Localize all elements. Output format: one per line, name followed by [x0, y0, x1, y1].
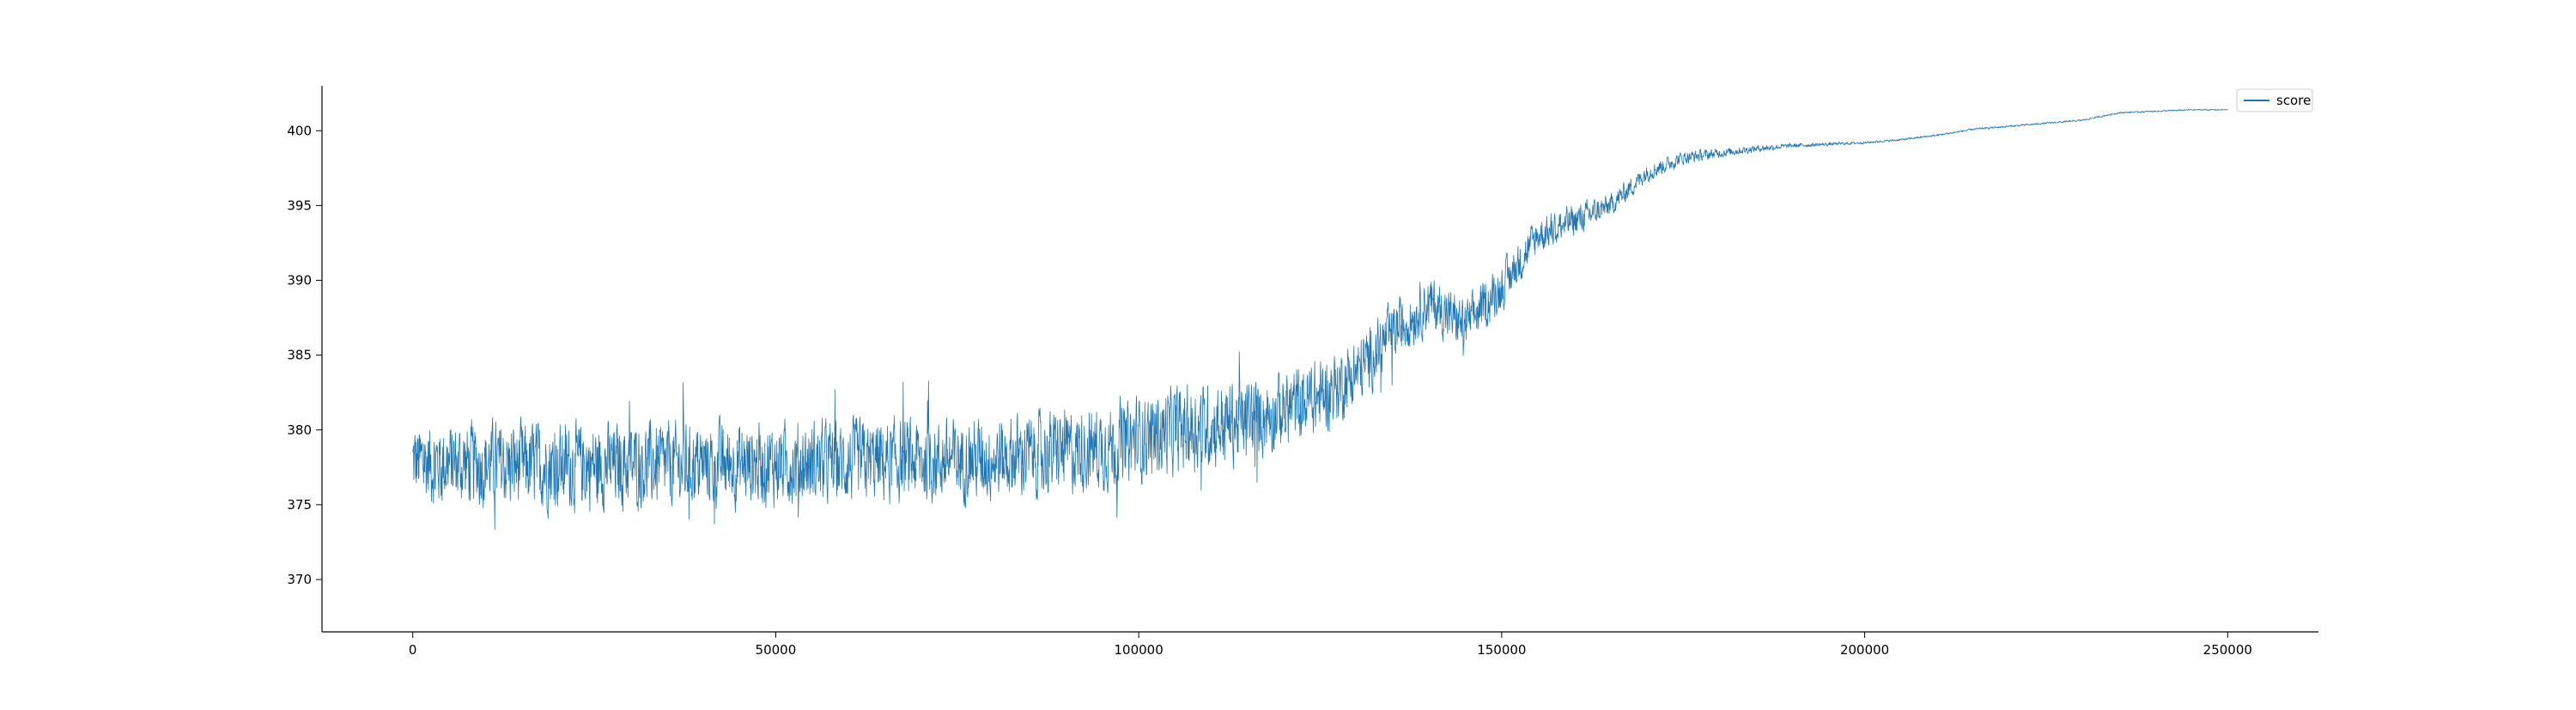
y-tick-label: 380: [287, 422, 312, 438]
y-tick-label: 400: [287, 123, 312, 138]
ticks-layer: 0 50000 100000 150000 200000 250000 370 375 380 3…: [287, 123, 2252, 658]
y-tick-label: 395: [287, 197, 312, 213]
x-tick-label: 50000: [756, 642, 797, 658]
series-line-score: [412, 108, 2228, 531]
axes-layer: [321, 86, 2318, 633]
y-tick-label: 375: [287, 497, 312, 513]
x-tick-label: 100000: [1115, 642, 1163, 658]
x-tick-label: 250000: [2203, 642, 2252, 658]
legend: score: [2236, 88, 2313, 112]
series-layer: [412, 108, 2228, 531]
y-tick-label: 390: [287, 273, 312, 288]
x-tick-label: 200000: [1840, 642, 1889, 658]
y-tick-label: 370: [287, 572, 312, 587]
y-tick-label: 385: [287, 348, 312, 363]
x-tick-label: 0: [409, 642, 417, 658]
legend-box: [2236, 88, 2313, 112]
legend-label-score: score: [2276, 93, 2311, 108]
x-tick-label: 150000: [1477, 642, 1526, 658]
